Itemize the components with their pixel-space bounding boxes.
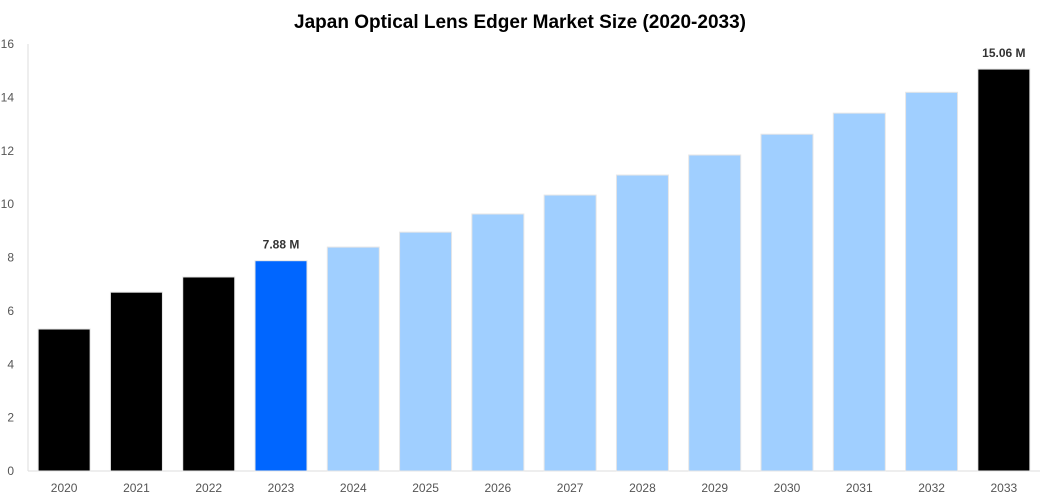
bar-2033: [977, 68, 1031, 472]
y-tick-label: 10: [1, 197, 15, 211]
x-tick-label: 2020: [51, 481, 78, 495]
data-label: 7.88 M: [263, 238, 300, 252]
x-tick-label: 2026: [485, 481, 512, 495]
bar-2027: [543, 194, 597, 472]
y-tick-label: 16: [1, 37, 15, 51]
bar-2024: [326, 246, 380, 472]
bar-2030: [760, 133, 814, 472]
data-label: 15.06 M: [982, 46, 1025, 60]
x-tick-label: 2029: [701, 481, 728, 495]
y-tick-label: 6: [7, 304, 14, 318]
x-tick-label: 2027: [557, 481, 584, 495]
bar-2028: [615, 174, 669, 472]
y-tick-label: 2: [7, 411, 14, 425]
bar-2031: [832, 112, 886, 472]
bar-2020: [37, 328, 91, 472]
y-tick-label: 12: [1, 144, 15, 158]
chart-title: Japan Optical Lens Edger Market Size (20…: [294, 12, 746, 33]
y-tick-label: 4: [7, 357, 14, 371]
bar-2026: [471, 213, 525, 472]
x-tick-label: 2028: [629, 481, 656, 495]
x-tick-label: 2022: [195, 481, 222, 495]
y-tick-label: 14: [1, 90, 15, 104]
x-tick-label: 2031: [846, 481, 873, 495]
bar-2025: [399, 231, 453, 472]
y-tick-label: 8: [7, 251, 14, 265]
bar-2032: [905, 91, 959, 472]
bar-2021: [109, 291, 163, 472]
y-tick-label: 0: [7, 464, 14, 478]
x-tick-label: 2025: [412, 481, 439, 495]
x-tick-label: 2030: [774, 481, 801, 495]
bar-2022: [182, 276, 236, 472]
x-tick-label: 2023: [268, 481, 295, 495]
bar-2029: [688, 154, 742, 472]
x-tick-label: 2021: [123, 481, 150, 495]
x-tick-label: 2033: [991, 481, 1018, 495]
x-tick-label: 2032: [918, 481, 945, 495]
x-tick-label: 2024: [340, 481, 367, 495]
bar-2023: [254, 260, 308, 472]
